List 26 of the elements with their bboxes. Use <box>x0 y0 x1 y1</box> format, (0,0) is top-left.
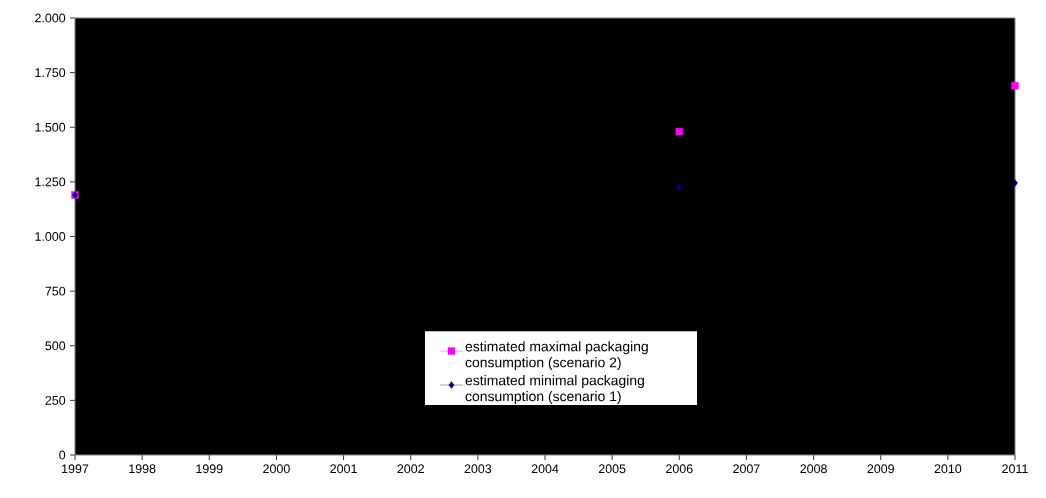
legend-label: estimated maximal packaging consumption (scenario 2) <box>465 341 648 371</box>
y-tick-label: 750 <box>45 286 66 296</box>
x-tick-label: 2004 <box>531 464 559 474</box>
y-tick-label: 1.500 <box>35 122 66 132</box>
y-tick-label: 0 <box>59 450 66 460</box>
x-tick-label: 2008 <box>800 464 827 474</box>
x-tick-label: 2001 <box>330 464 357 474</box>
y-tick-label: 500 <box>45 341 66 351</box>
x-tick-label: 2005 <box>598 464 626 474</box>
x-tick-label: 1998 <box>129 464 156 474</box>
y-tick-label: 1.250 <box>35 177 66 187</box>
legend-label: estimated minimal packaging consumption (scenario 1) <box>465 375 644 404</box>
y-tick-label: 1.750 <box>35 68 66 78</box>
y-tick-label: 250 <box>45 395 66 405</box>
x-tick-label: 2006 <box>666 464 693 474</box>
x-tick-label: 2011 <box>1002 464 1028 474</box>
x-tick-label: 2003 <box>464 464 492 474</box>
x-tick-label: 2002 <box>397 464 424 474</box>
x-tick-label: 2007 <box>733 464 760 474</box>
x-tick-label: 2010 <box>934 464 962 474</box>
x-tick-label: 2000 <box>263 464 290 474</box>
x-tick-label: 1999 <box>196 464 223 474</box>
y-tick-label: 2.000 <box>35 13 66 23</box>
y-tick-label: 1.000 <box>35 232 66 241</box>
x-tick-label: 1997 <box>62 464 89 474</box>
x-tick-label: 2009 <box>867 464 894 474</box>
